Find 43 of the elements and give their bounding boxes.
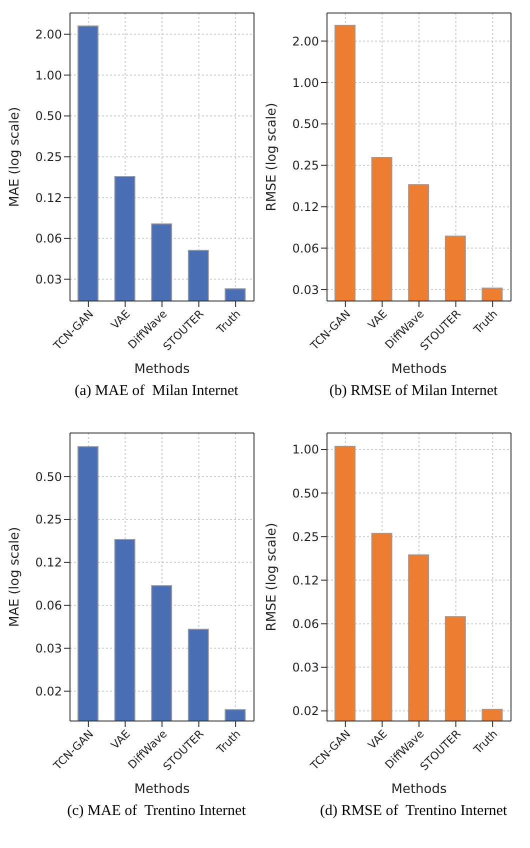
x-axis-title: Methods [134,362,190,377]
x-tick-label: VAE [108,307,133,332]
y-tick-label: 0.02 [292,704,319,718]
y-tick-label: 0.03 [35,642,62,656]
y-tick-label: 1.00 [292,442,319,457]
x-axis-title: Methods [391,362,447,377]
x-axis-title: Methods [391,782,447,797]
y-tick-label: 0.12 [35,190,62,205]
y-tick-label: 0.03 [35,272,62,287]
y-tick-label: 1.00 [292,76,319,90]
y-tick-label: 0.02 [35,684,62,698]
text: (c) MAE of Trentino Internet [66,803,247,820]
x-tick-label: VAE [366,727,390,752]
y-tick-label: 0.50 [35,109,62,124]
x-axis-title: Methods [134,782,190,797]
y-tick-label: 0.12 [292,573,319,588]
y-tick-label: 0.25 [292,530,319,544]
y-tick-label: 0.06 [292,241,319,256]
y-tick-label: 0.06 [35,232,62,246]
y-tick-label: 0.06 [292,617,319,632]
y-axis-title: RMSE (log scale) [264,522,280,632]
y-tick-label: 2.00 [292,34,319,48]
y-tick-label: 0.12 [35,556,62,570]
y-tick-label: 0.50 [35,470,62,484]
text: (b) RMSE of Milan Internet [328,383,499,400]
text: (d) RMSE of Trentino Internet [318,803,508,820]
x-tick-label: VAE [108,727,133,752]
y-tick-label: 0.03 [292,282,319,297]
y-tick-label: 2.00 [35,28,62,42]
y-axis-title: MAE (log scale) [8,526,23,628]
y-tick-label: 1.00 [35,68,62,82]
y-tick-label: 0.50 [292,486,319,500]
y-tick-label: 0.12 [292,200,319,214]
y-tick-label: 0.25 [35,512,62,527]
x-tick-label: VAE [366,307,390,332]
y-tick-label: 0.25 [35,150,62,164]
y-tick-label: 0.50 [292,117,319,132]
y-tick-label: 0.25 [292,158,319,173]
text: (a) MAE of Milan Internet [74,383,240,400]
y-axis-title: RMSE (log scale) [264,102,280,212]
y-tick-label: 0.03 [292,660,319,675]
y-axis-title: MAE (log scale) [8,106,23,208]
y-tick-label: 0.06 [35,598,62,613]
